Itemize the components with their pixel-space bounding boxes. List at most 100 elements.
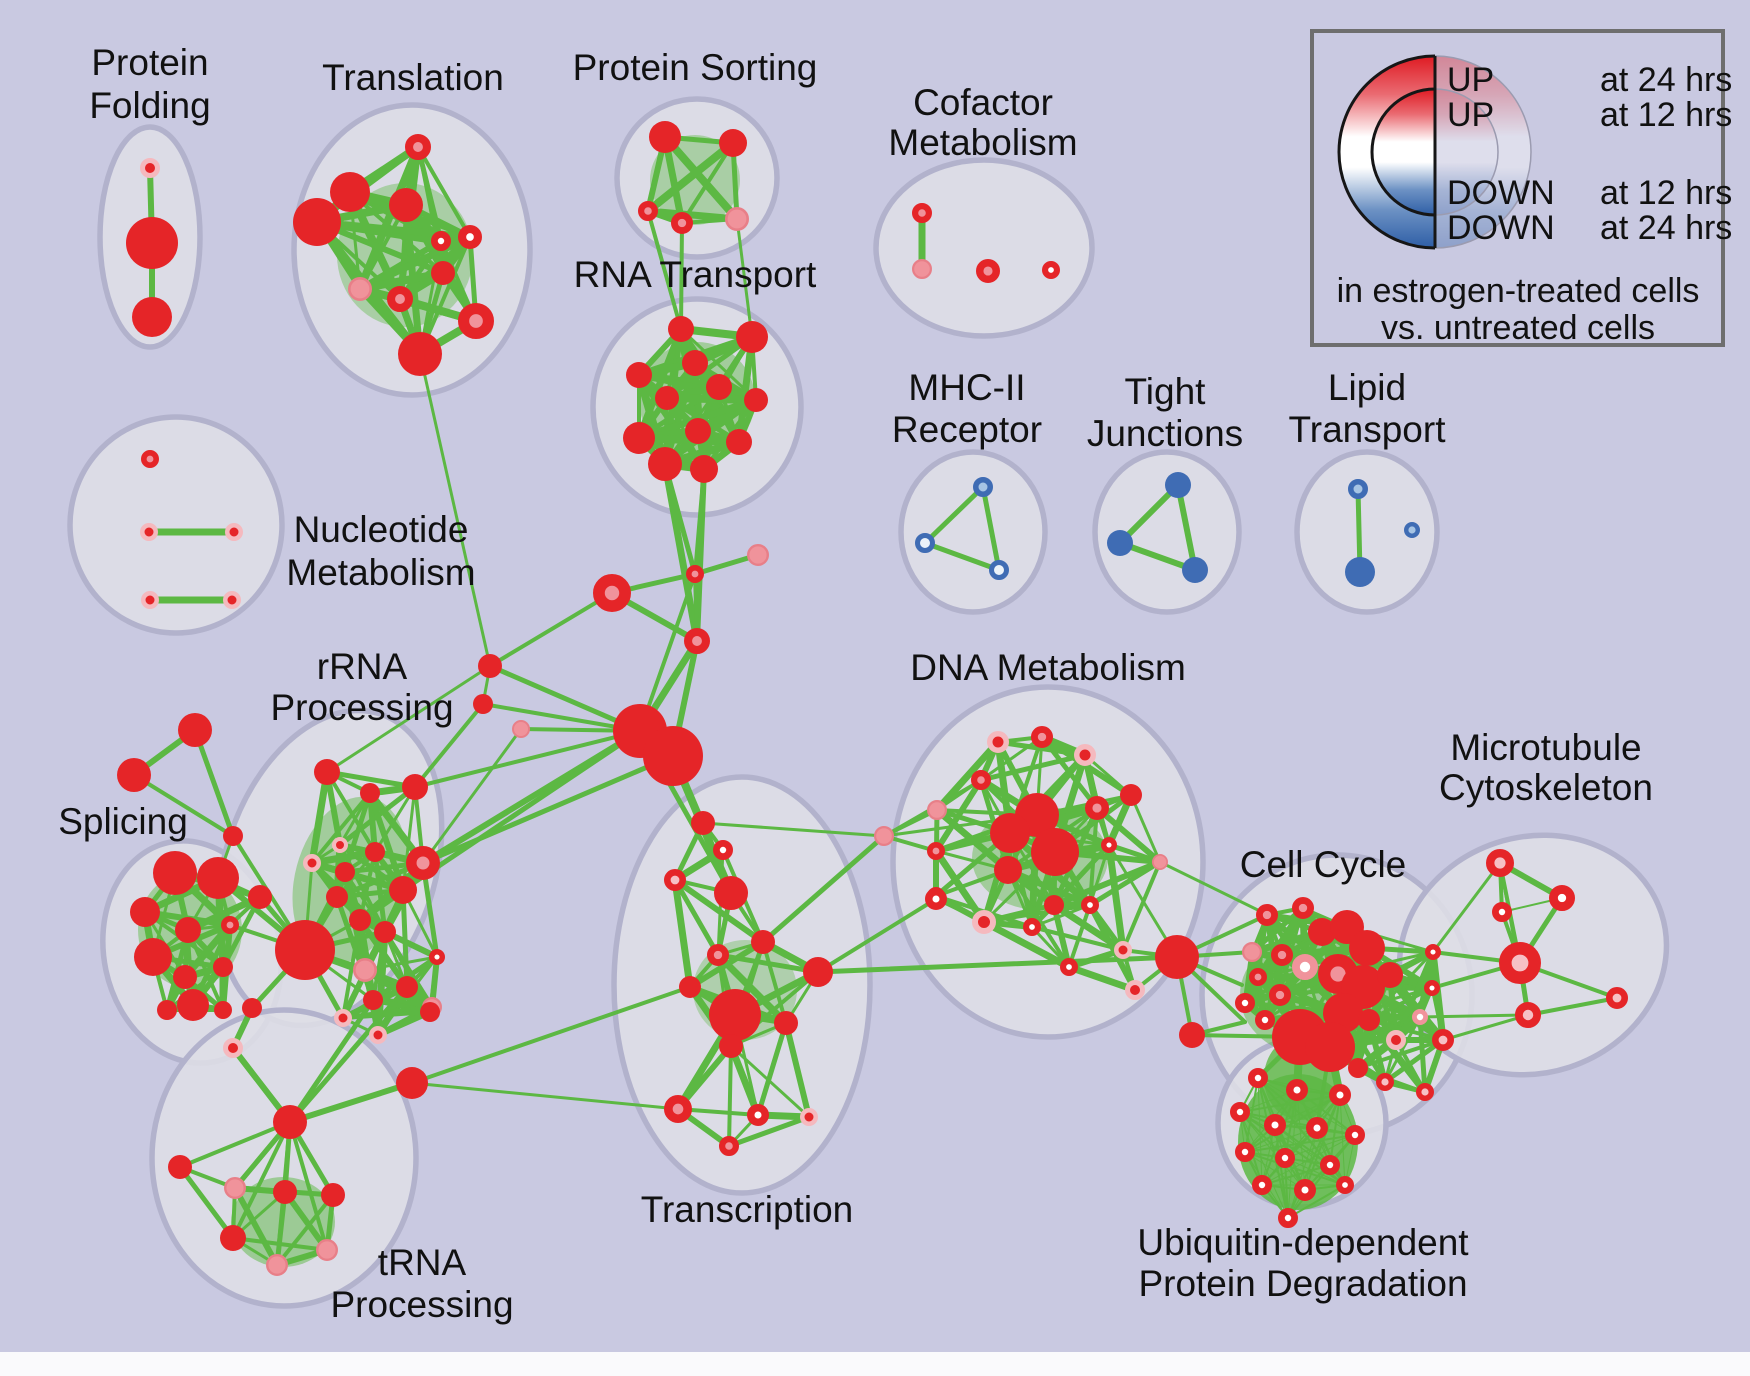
bottom-margin xyxy=(0,1352,1750,1376)
cell-cycle-edge xyxy=(1382,1037,1446,1085)
dna-metabolism-edge xyxy=(1106,842,1163,865)
cluster-label-transcription: Transcription xyxy=(641,1189,853,1230)
dna-metabolism-node xyxy=(1120,784,1142,806)
network-edge xyxy=(1441,1013,1530,1042)
network-edge xyxy=(192,727,236,839)
rrna-processing-edge xyxy=(337,784,418,848)
cell-cycle-node xyxy=(1348,1058,1368,1078)
microtubule-cytoskeleton-node xyxy=(1492,902,1513,923)
rrna-processing-node xyxy=(326,886,348,908)
ubiquitin-degradation-edge xyxy=(1261,1164,1331,1186)
transcription-node xyxy=(719,1034,743,1058)
protein-sorting-edge xyxy=(644,207,741,223)
cell-cycle-node xyxy=(1269,983,1292,1006)
splicing-node xyxy=(130,897,160,927)
trna-processing-edge xyxy=(231,1236,329,1252)
legend-direction-label: DOWN xyxy=(1447,174,1555,212)
network-edge xyxy=(287,1080,415,1125)
legend-time-label: at 12 hrs xyxy=(1600,96,1732,134)
rrna-processing-edge xyxy=(341,1010,432,1020)
connectors-node xyxy=(178,713,212,747)
mhc-ii-receptor-edge xyxy=(922,540,1002,573)
rrna-processing-node xyxy=(303,854,321,872)
ubiquitin-degradation-edge xyxy=(1239,1094,1341,1113)
dna-metabolism-edge xyxy=(1050,901,1127,954)
rrna-processing-edge xyxy=(363,955,439,972)
legend-direction-label: DOWN xyxy=(1447,209,1555,247)
dna-metabolism-edge xyxy=(980,918,1073,971)
cell-cycle-node xyxy=(1423,979,1440,996)
dna-metabolism-edge xyxy=(1030,925,1071,969)
rna-transport-node xyxy=(626,362,652,388)
cell-cycle-node xyxy=(1271,943,1294,966)
trna-processing-node xyxy=(273,1105,307,1139)
dna-metabolism-node xyxy=(926,841,945,860)
rrna-processing-node xyxy=(365,842,385,862)
translation-node xyxy=(330,172,370,212)
rrna-processing-node xyxy=(360,783,380,803)
network-edge xyxy=(325,664,492,774)
dna-metabolism-node xyxy=(1023,917,1042,936)
dna-metabolism-node xyxy=(1125,980,1145,1000)
microtubule-cytoskeleton-node xyxy=(1515,1002,1542,1029)
cluster-label-tight-junctions: Junctions xyxy=(1087,413,1243,454)
rna-transport-edge xyxy=(664,334,755,401)
network-edge xyxy=(488,591,614,668)
rna-transport-edge xyxy=(663,394,760,404)
ubiquitin-degradation-node xyxy=(1252,1175,1273,1196)
connectors-node xyxy=(684,628,711,655)
cluster-label-mhc-ii-receptor: MHC-II xyxy=(908,367,1025,408)
transcription-node xyxy=(800,1108,818,1126)
cluster-label-tight-junctions: Tight xyxy=(1125,371,1207,412)
cluster-label-ubiquitin-degradation: Ubiquitin-dependent xyxy=(1137,1222,1469,1263)
mhc-ii-receptor-node xyxy=(989,560,1009,580)
mhc-ii-receptor-edge xyxy=(922,484,986,546)
ubiquitin-degradation-edge xyxy=(1274,1094,1341,1126)
cluster-label-rrna-processing: Processing xyxy=(270,687,453,728)
rrna-processing-node xyxy=(429,948,446,965)
rrna-processing-node xyxy=(353,958,378,983)
rrna-processing-node xyxy=(332,837,348,853)
legend: UP at 24 hrs UP at 12 hrs DOWN at 12 hrs DOWN a… xyxy=(1310,29,1732,347)
transcription-edge xyxy=(687,939,766,990)
protein-sorting-node xyxy=(725,207,750,232)
transcription-edge xyxy=(726,1114,812,1149)
microtubule-cytoskeleton-edge xyxy=(1526,996,1619,1017)
protein-sorting-edge xyxy=(680,141,735,225)
cell-cycle-node xyxy=(1358,1009,1380,1031)
translation-edge xyxy=(416,145,472,239)
dna-metabolism-node xyxy=(1152,854,1169,871)
cell-cycle-node xyxy=(1432,1029,1455,1052)
dna-metabolism-edge xyxy=(1030,925,1125,952)
trna-processing-node xyxy=(273,1180,297,1204)
splicing-node xyxy=(134,938,172,976)
ubiquitin-degradation-edge xyxy=(1274,1124,1289,1219)
splicing-edge xyxy=(165,965,225,1012)
cluster-label-mhc-ii-receptor: Receptor xyxy=(892,409,1042,450)
network-edge xyxy=(410,1081,680,1111)
cluster-label-rna-transport: RNA Transport xyxy=(574,254,817,295)
rna-transport-edge xyxy=(635,325,685,442)
translation-node xyxy=(398,332,442,376)
translation-node xyxy=(404,133,431,160)
lipid-transport-region xyxy=(1294,449,1440,615)
ubiquitin-degradation-edge xyxy=(1287,1184,1346,1219)
ubiquitin-degradation-edge xyxy=(1244,1127,1318,1153)
rrna-processing-edge xyxy=(325,770,377,854)
network-edge xyxy=(420,753,676,866)
tight-junctions-edge xyxy=(1117,540,1198,573)
trna-processing-node xyxy=(220,1225,246,1251)
cluster-label-lipid-transport: Lipid xyxy=(1328,367,1406,408)
connectors-node xyxy=(873,825,894,846)
rrna-processing-edge xyxy=(310,791,372,865)
legend-faded-half xyxy=(1435,56,1531,248)
transcription-node xyxy=(664,1094,693,1123)
cluster-label-protein-folding: Protein xyxy=(91,42,208,83)
rna-transport-node xyxy=(668,316,694,342)
nucleotide-metabolism-node xyxy=(140,450,159,469)
legend-direction-label: UP xyxy=(1447,96,1494,134)
cluster-label-protein-folding: Folding xyxy=(89,85,210,126)
protein-sorting-node xyxy=(719,129,747,157)
network-edge xyxy=(132,773,235,838)
legend-caption: vs. untreated cells xyxy=(1381,309,1655,347)
